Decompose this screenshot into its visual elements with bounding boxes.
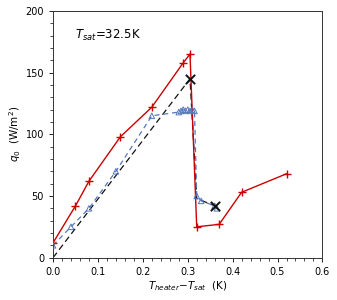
Point bbox=[183, 109, 188, 113]
Point bbox=[73, 203, 78, 208]
Y-axis label: $q_0$  (W/m$^2$): $q_0$ (W/m$^2$) bbox=[7, 106, 23, 162]
Point bbox=[284, 171, 289, 176]
Point bbox=[118, 134, 123, 139]
Point bbox=[50, 243, 56, 248]
Point bbox=[178, 109, 184, 113]
Point bbox=[187, 109, 193, 113]
Point bbox=[194, 224, 200, 229]
Point bbox=[214, 206, 220, 211]
Point bbox=[50, 240, 56, 245]
Point bbox=[187, 52, 193, 56]
Point bbox=[86, 179, 92, 184]
Point bbox=[189, 107, 195, 112]
Text: $T_{sat}$=32.5K: $T_{sat}$=32.5K bbox=[74, 28, 141, 43]
Point bbox=[212, 203, 217, 208]
Point bbox=[68, 224, 74, 229]
Point bbox=[187, 76, 193, 81]
Point bbox=[239, 190, 244, 195]
Point bbox=[149, 105, 155, 110]
Point bbox=[212, 203, 217, 208]
Point bbox=[86, 206, 92, 211]
Point bbox=[185, 107, 190, 112]
Point bbox=[194, 194, 200, 198]
Point bbox=[149, 113, 155, 118]
Point bbox=[113, 169, 119, 174]
X-axis label: $T_{heater}$$-T_{sat}$  (K): $T_{heater}$$-T_{sat}$ (K) bbox=[148, 280, 227, 293]
Point bbox=[198, 199, 204, 203]
Point bbox=[176, 110, 181, 115]
Point bbox=[216, 222, 222, 227]
Point bbox=[181, 60, 186, 65]
Point bbox=[181, 107, 186, 112]
Point bbox=[192, 109, 197, 113]
